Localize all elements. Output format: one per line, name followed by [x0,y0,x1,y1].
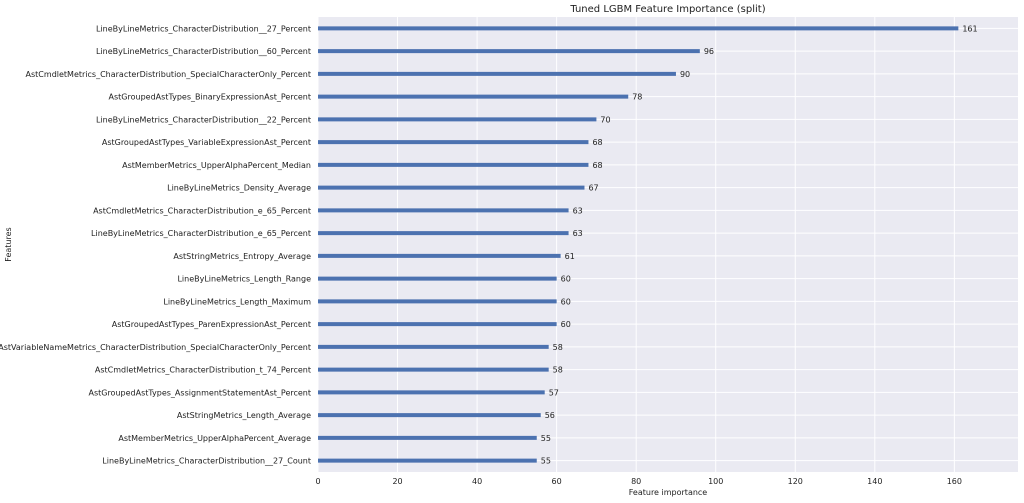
bar [318,231,569,236]
bar [318,208,569,213]
category-label: LineByLineMetrics_CharacterDistribution_… [96,115,311,124]
bar [318,458,537,463]
bar [318,49,700,54]
category-label: AstGroupedAstTypes_VariableExpressionAst… [102,138,311,147]
bars [318,26,959,463]
x-tick-label: 60 [552,477,562,486]
bar-value-label: 67 [588,184,598,193]
bar-value-label: 78 [632,93,642,102]
category-label: AstGroupedAstTypes_ParenExpressionAst_Pe… [112,320,311,329]
bar-value-label: 55 [541,457,551,466]
category-label: LineByLineMetrics_CharacterDistribution_… [102,457,311,466]
x-tick-labels: 0 20 40 60 80 100 120 140 160 [315,477,962,486]
bar [318,26,959,31]
bar [318,299,557,304]
y-axis-title: Features [4,227,13,261]
x-tick-label: 40 [472,477,482,486]
category-label: AstMemberMetrics_UpperAlphaPercent_Media… [122,161,311,170]
category-label: AstGroupedAstTypes_BinaryExpressionAst_P… [109,93,311,102]
bar-value-label: 63 [573,206,583,215]
category-label: AstGroupedAstTypes_AssignmentStatementAs… [88,388,311,397]
bar-value-label: 56 [545,411,555,420]
x-axis-title: Feature importance [629,488,708,497]
bar [318,276,557,281]
category-label: LineByLineMetrics_CharacterDistribution_… [91,229,311,238]
bar-value-label: 96 [704,47,714,56]
category-label: LineByLineMetrics_CharacterDistribution_… [96,47,311,56]
bar [318,390,545,395]
bar [318,344,549,349]
x-tick-label: 160 [947,477,962,486]
category-label: LineByLineMetrics_Length_Maximum [163,297,311,306]
bar-value-label: 58 [553,366,563,375]
category-label: LineByLineMetrics_Length_Range [177,275,311,284]
category-label: AstStringMetrics_Entropy_Average [173,252,311,261]
category-labels: LineByLineMetrics_CharacterDistribution_… [0,24,311,465]
bar-value-label: 70 [600,115,610,124]
x-tick-label: 20 [392,477,402,486]
x-tick-label: 140 [867,477,882,486]
bar-value-label: 61 [565,252,575,261]
category-label: LineByLineMetrics_CharacterDistribution_… [96,24,311,33]
category-label: AstCmdletMetrics_CharacterDistribution_t… [95,366,311,375]
bar-value-label: 58 [553,343,563,352]
bar [318,413,541,418]
bar [318,71,676,76]
bar [318,140,589,145]
bar [318,322,557,327]
category-label: LineByLineMetrics_Density_Average [167,184,311,193]
bar-value-label: 57 [549,388,559,397]
x-tick-label: 100 [708,477,723,486]
category-label: AstMemberMetrics_UpperAlphaPercent_Avera… [118,434,311,443]
bar [318,162,589,167]
bar [318,94,629,99]
bar [318,367,549,372]
x-tick-label: 0 [315,477,320,486]
bar [318,253,561,258]
bar-value-label: 60 [561,275,571,284]
bar [318,117,597,122]
plot-background [318,17,1018,472]
category-label: AstCmdletMetrics_CharacterDistribution_e… [93,206,311,215]
bar-value-label: 60 [561,297,571,306]
value-labels: 161 96 90 78 70 68 68 67 63 63 61 60 60 60 58 58 57 56 55 5… [541,24,978,465]
bar-value-label: 55 [541,434,551,443]
bar-value-label: 68 [592,138,602,147]
bar-value-label: 68 [592,161,602,170]
category-label: AstVariableNameMetrics_CharacterDistribu… [0,343,311,352]
bar [318,435,537,440]
bar-value-label: 60 [561,320,571,329]
bar-value-label: 63 [573,229,583,238]
category-label: AstStringMetrics_Length_Average [177,411,311,420]
bar-value-label: 161 [962,24,977,33]
bar-value-label: 90 [680,70,690,79]
category-label: AstCmdletMetrics_CharacterDistribution_S… [26,70,311,79]
x-tick-label: 80 [631,477,641,486]
chart-title: Tuned LGBM Feature Importance (split) [569,4,765,15]
x-tick-label: 120 [788,477,803,486]
bar [318,185,585,190]
